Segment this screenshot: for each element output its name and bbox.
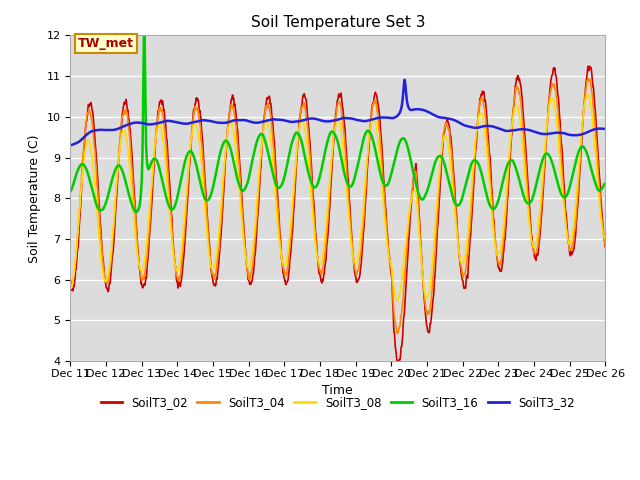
SoilT3_04 — [602, 239, 609, 245]
SoilT3_04 — [584, 76, 592, 82]
SoilT3_04 — [554, 114, 562, 120]
SoilT3_08 — [570, 227, 577, 233]
SoilT3_32 — [365, 118, 372, 123]
SoilT3_02 — [602, 245, 609, 251]
SoilT3_32 — [353, 117, 361, 123]
SoilT3_02 — [570, 248, 577, 254]
SoilT3_08 — [554, 136, 562, 142]
SoilT3_16 — [354, 163, 362, 169]
SoilT3_16 — [555, 183, 563, 189]
SoilT3_16 — [216, 151, 224, 157]
SoilT3_08 — [67, 286, 74, 291]
SoilT3_16 — [67, 189, 74, 194]
SoilT3_02 — [586, 63, 594, 69]
SoilT3_08 — [602, 237, 609, 242]
SoilT3_04 — [570, 240, 577, 246]
SoilT3_16 — [493, 200, 501, 205]
Title: Soil Temperature Set 3: Soil Temperature Set 3 — [251, 15, 425, 30]
SoilT3_04 — [67, 279, 74, 285]
Line: SoilT3_02: SoilT3_02 — [70, 66, 605, 364]
SoilT3_16 — [570, 168, 577, 174]
SoilT3_32 — [554, 130, 562, 136]
SoilT3_32 — [493, 125, 501, 131]
SoilT3_04 — [353, 269, 361, 275]
SoilT3_08 — [216, 224, 223, 229]
SoilT3_02 — [365, 148, 372, 154]
Line: SoilT3_16: SoilT3_16 — [70, 31, 605, 212]
SoilT3_32 — [67, 142, 74, 148]
SoilT3_02 — [67, 285, 74, 291]
SoilT3_16 — [602, 180, 609, 186]
X-axis label: Time: Time — [323, 384, 353, 397]
Text: TW_met: TW_met — [78, 37, 134, 50]
SoilT3_02 — [394, 361, 401, 367]
Y-axis label: Soil Temperature (C): Soil Temperature (C) — [28, 134, 41, 263]
SoilT3_32 — [602, 126, 609, 132]
SoilT3_32 — [401, 77, 408, 83]
SoilT3_02 — [216, 252, 223, 258]
SoilT3_04 — [365, 139, 372, 145]
SoilT3_16 — [132, 209, 140, 215]
Legend: SoilT3_02, SoilT3_04, SoilT3_08, SoilT3_16, SoilT3_32: SoilT3_02, SoilT3_04, SoilT3_08, SoilT3_… — [96, 392, 580, 414]
SoilT3_32 — [570, 132, 577, 138]
SoilT3_04 — [216, 240, 223, 245]
SoilT3_16 — [141, 28, 148, 34]
Line: SoilT3_04: SoilT3_04 — [70, 79, 605, 333]
SoilT3_04 — [394, 330, 402, 336]
Line: SoilT3_32: SoilT3_32 — [70, 80, 605, 145]
SoilT3_02 — [554, 95, 562, 100]
SoilT3_16 — [365, 129, 373, 134]
SoilT3_08 — [365, 140, 372, 145]
SoilT3_08 — [584, 91, 591, 96]
SoilT3_02 — [353, 279, 361, 285]
Line: SoilT3_08: SoilT3_08 — [70, 94, 605, 301]
SoilT3_08 — [353, 260, 361, 265]
SoilT3_08 — [493, 252, 501, 258]
SoilT3_32 — [216, 120, 223, 126]
SoilT3_08 — [393, 298, 401, 304]
SoilT3_04 — [493, 258, 501, 264]
SoilT3_02 — [493, 257, 501, 263]
